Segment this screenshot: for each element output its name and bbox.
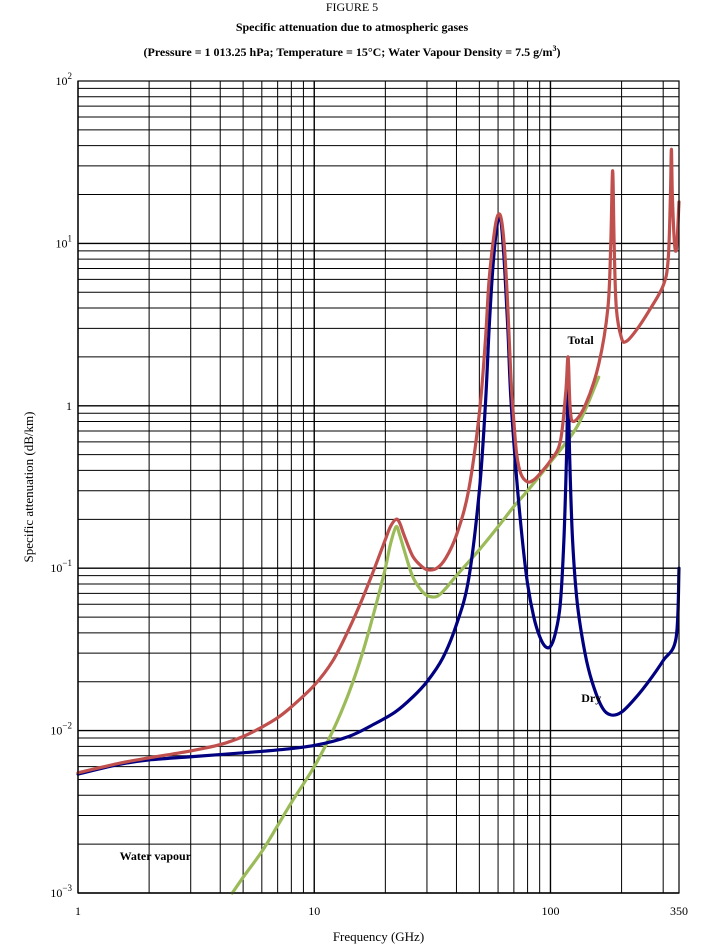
series-line-dry xyxy=(76,215,681,776)
chart-title: Specific attenuation due to atmospheric … xyxy=(235,20,469,34)
y-tick-label: 10−2 xyxy=(50,721,72,738)
y-tick-label: 101 xyxy=(56,233,73,250)
subtitle-superscript: 3 xyxy=(552,44,557,53)
annotation-water-vapour: Water vapour xyxy=(120,849,192,863)
y-tick-label: 102 xyxy=(56,71,73,88)
x-tick-label: 350 xyxy=(670,904,688,918)
subtitle-main: (Pressure = 1 013.25 hPa; Temperature = … xyxy=(143,45,553,59)
annotation-dry: Dry xyxy=(581,691,601,705)
tick-labels: 1 10 100 350 10−3 10−2 10−1 1 101 102 xyxy=(50,71,688,918)
x-tick-label: 10 xyxy=(308,904,320,918)
subtitle-end: ) xyxy=(556,45,561,59)
y-tick-label: 1 xyxy=(66,399,72,413)
grid xyxy=(77,81,679,894)
series-line-total xyxy=(76,147,681,775)
plot-frame xyxy=(77,80,680,894)
y-tick-label: 10−1 xyxy=(50,558,72,575)
x-axis-label: Frequency (GHz) xyxy=(333,929,424,944)
annotation-total: Total xyxy=(567,333,594,347)
annotations: Total Dry Water vapour xyxy=(120,333,602,863)
x-tick-label: 1 xyxy=(75,904,81,918)
series-line-water-vapour xyxy=(230,375,601,895)
y-tick-label: 10−3 xyxy=(50,883,72,900)
series-lines xyxy=(76,147,681,895)
x-tick-label: 100 xyxy=(541,904,559,918)
figure-label: FIGURE 5 xyxy=(325,0,379,14)
y-axis-label: Specific attenuation (dB/km) xyxy=(21,412,36,563)
chart-subtitle: (Pressure = 1 013.25 hPa; Temperature = … xyxy=(0,44,704,60)
